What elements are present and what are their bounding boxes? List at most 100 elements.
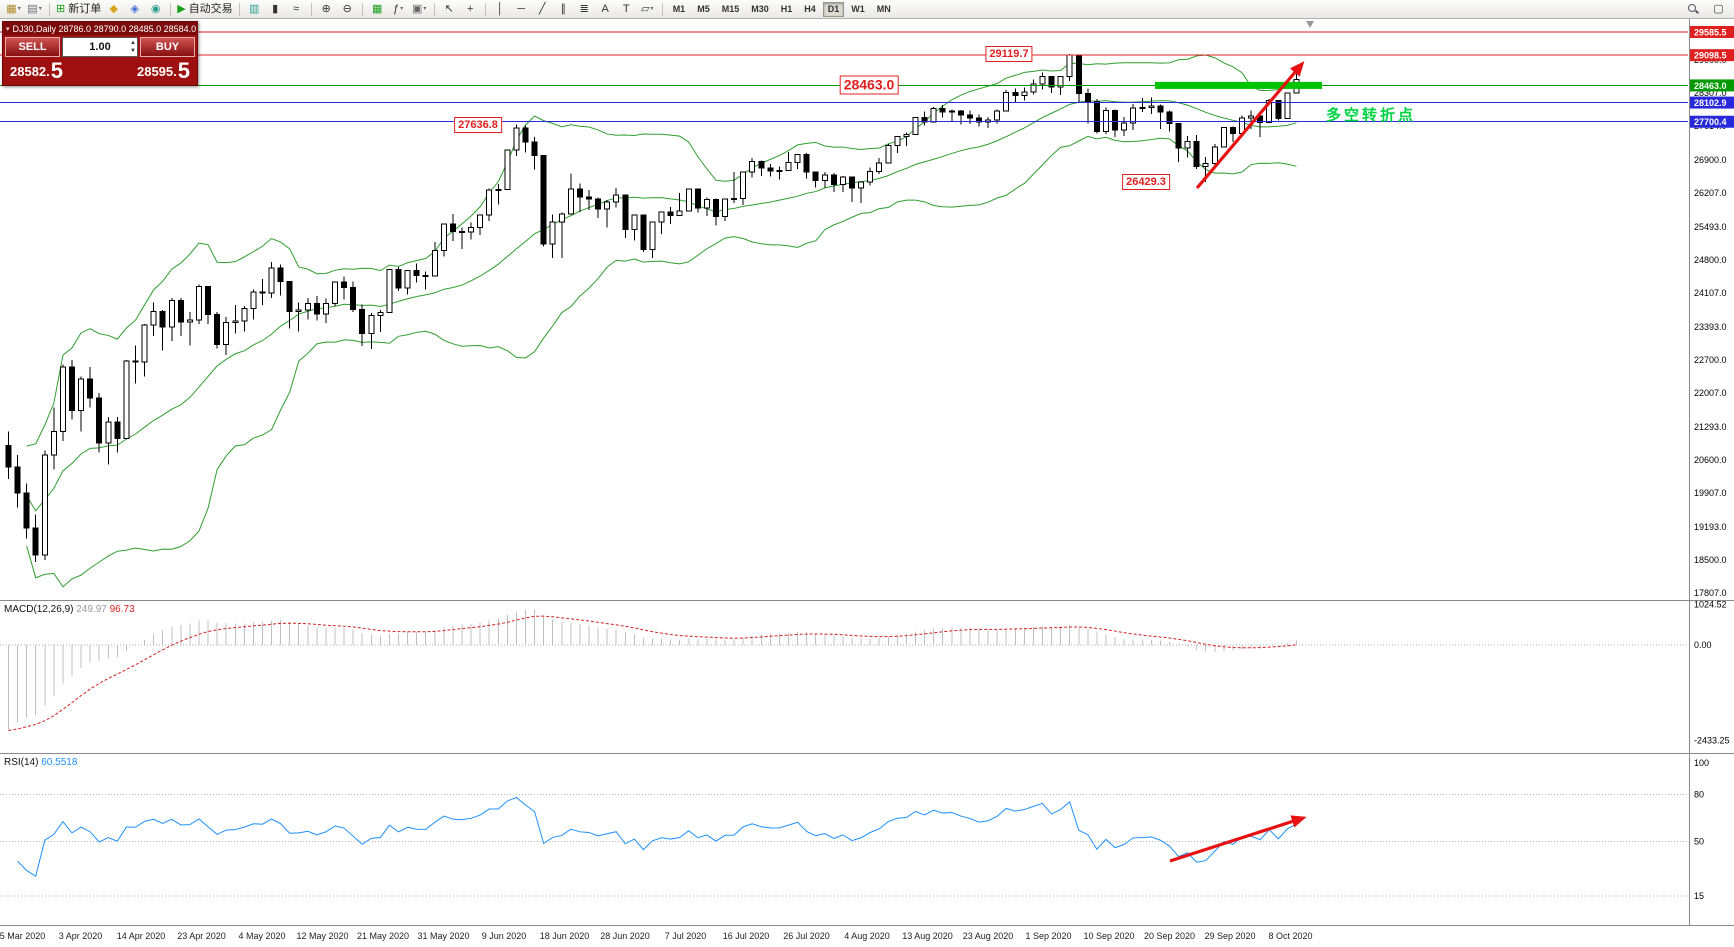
auto-trading-button[interactable]: ▶ 自动交易 (175, 0, 234, 18)
line-chart-mode-button[interactable]: ≈ (286, 0, 307, 18)
bollinger-upper-band (26, 54, 1297, 447)
chevron-down-icon: ▾ (17, 6, 21, 12)
fibonacci-icon: ≣ (579, 3, 589, 15)
trendline-button[interactable]: ╱ (532, 0, 553, 18)
new-order-button[interactable]: ⊞ 新订单 (54, 0, 103, 18)
horizontal-line-button[interactable]: ─ (511, 0, 532, 18)
macd-signal-line (8, 615, 1297, 732)
templates-button[interactable]: ▣ ▾ (409, 0, 430, 18)
date-tick-label: 9 Jun 2020 (482, 931, 527, 941)
zoom-in-button[interactable]: ⊕ (316, 0, 337, 18)
zoom-out-button[interactable]: ⊖ (337, 0, 358, 18)
time-axis[interactable]: 25 Mar 2020 3 Apr 2020 14 Apr 2020 23 Apr 2… (0, 931, 1313, 941)
channel-button[interactable]: ∥ (553, 0, 574, 18)
price-tick-label: 24800.0 (1694, 255, 1727, 265)
timeframe-mn-button[interactable]: MN (872, 2, 896, 17)
timeframe-m15-button[interactable]: M15 (717, 2, 745, 17)
chart-note-text[interactable]: 多空转折点 (1326, 107, 1417, 124)
timeframe-m5-button[interactable]: M5 (692, 2, 715, 17)
bar-chart-mode-icon: ▥ (248, 3, 260, 15)
rsi-trend-arrow[interactable] (1169, 815, 1307, 863)
price-axis[interactable]: 29000.028307.027614.026900.026207.025493… (1690, 25, 1734, 901)
price-chart-canvas[interactable]: 29000.028307.027614.026900.026207.025493… (0, 19, 1734, 947)
timeframe-h1-button[interactable]: H1 (776, 2, 798, 17)
indicators-button[interactable]: ƒ ▾ (388, 0, 409, 18)
candlesticks (5, 54, 1300, 563)
panel-separators[interactable] (0, 19, 1734, 926)
auto-trading-icon: ▶ (177, 3, 186, 15)
date-tick-label: 1 Sep 2020 (1025, 931, 1071, 941)
timeframe-w1-button[interactable]: W1 (846, 2, 870, 17)
text-tool-icon: A (601, 3, 609, 15)
navigator-button[interactable]: ◉ (145, 0, 166, 18)
chart-profiles-button[interactable]: ▤ ▾ (24, 0, 45, 18)
date-tick-label: 14 Apr 2020 (117, 931, 166, 941)
price-tag-label: 27700.4 (1694, 117, 1727, 127)
price-annotation-box[interactable]: 28463.0 (839, 75, 899, 95)
bar-chart-mode-button[interactable]: ▥ (244, 0, 265, 18)
buy-price: 28595. 5 (136, 58, 190, 83)
resistance-highlight-bar[interactable] (1155, 81, 1322, 89)
price-annotation-box[interactable]: 27636.8 (454, 116, 502, 133)
toolbar: ▦ ▾ ▤ ▾ ⊞ 新订单 ◆ ◈ ◉ ▶ 自动交易 ▥ ▮ ≈ ⊕ ⊖ ▦ ƒ ▾ ▣ ▾ ↖ + │ ─ ╱ ∥ ≣ A T ▱ ▾ M1 M… (0, 0, 1734, 19)
data-window-button[interactable]: ◈ (124, 0, 145, 18)
search-button[interactable] (1683, 0, 1704, 18)
new-chart-button[interactable]: ▦ ▾ (3, 0, 24, 18)
volume-field[interactable]: 1.00 ▲ ▼ (62, 37, 138, 57)
tile-windows-button[interactable]: ▦ (367, 0, 388, 18)
price-tick-label: 22700.0 (1694, 355, 1727, 365)
bollinger-bands (26, 54, 1297, 588)
candlestick-mode-button[interactable]: ▮ (265, 0, 286, 18)
price-annotation-box[interactable]: 26429.3 (1122, 174, 1170, 191)
chevron-down-icon: ▾ (38, 6, 42, 12)
sell-button[interactable]: SELL (5, 37, 60, 57)
date-tick-label: 18 Jun 2020 (540, 931, 590, 941)
fibonacci-button[interactable]: ≣ (574, 0, 595, 18)
vertical-line-icon: │ (496, 3, 504, 15)
rsi-axis-label: 100 (1694, 758, 1709, 768)
timeframe-m30-button[interactable]: M30 (746, 2, 774, 17)
date-tick-label: 26 Jul 2020 (783, 931, 830, 941)
rsi-name: RSI(14) (4, 757, 39, 768)
toolbar-separator (484, 2, 486, 16)
chart-window: 29000.028307.027614.026900.026207.025493… (0, 19, 1734, 947)
volume-value[interactable]: 1.00 (89, 41, 111, 53)
new-order-label: 新订单 (68, 3, 102, 15)
chart-shift-marker[interactable] (1306, 21, 1314, 28)
spinner-down-icon[interactable]: ▼ (130, 48, 136, 54)
main-trend-arrow[interactable] (1195, 61, 1305, 190)
price-tick-label: 20600.0 (1694, 455, 1727, 465)
toolbar-separator (361, 2, 363, 16)
market-watch-button[interactable]: ◆ (103, 0, 124, 18)
toolbar-separator (661, 2, 663, 16)
date-tick-label: 8 Oct 2020 (1268, 931, 1312, 941)
arrange-windows-button[interactable]: ▢ (1708, 0, 1729, 18)
date-tick-label: 20 Sep 2020 (1144, 931, 1195, 941)
date-tick-label: 12 May 2020 (296, 931, 348, 941)
cursor-button[interactable]: ↖ (439, 0, 460, 18)
volume-spinner[interactable]: ▲ ▼ (130, 39, 136, 55)
label-tool-button[interactable]: T (616, 0, 637, 18)
price-annotation-box[interactable]: 29119.7 (985, 46, 1033, 63)
macd-axis-label: -2433.25 (1694, 736, 1730, 746)
spinner-up-icon[interactable]: ▲ (130, 40, 136, 46)
timeframe-h4-button[interactable]: H4 (799, 2, 821, 17)
timeframe-d1-button[interactable]: D1 (822, 1, 845, 17)
channel-icon: ∥ (560, 3, 566, 15)
crosshair-button[interactable]: + (460, 0, 481, 18)
timeframe-m1-button[interactable]: M1 (668, 2, 691, 17)
vertical-line-button[interactable]: │ (490, 0, 511, 18)
shapes-button[interactable]: ▱ ▾ (637, 0, 658, 18)
date-tick-label: 21 May 2020 (357, 931, 409, 941)
rsi-axis-label: 80 (1694, 789, 1704, 799)
text-tool-button[interactable]: A (595, 0, 616, 18)
price-tick-label: 18500.0 (1694, 555, 1727, 565)
price-tick-label: 26207.0 (1694, 188, 1727, 198)
rsi-axis-label: 50 (1694, 836, 1704, 846)
macd-panel (0, 609, 1688, 732)
buy-button[interactable]: BUY (140, 37, 195, 57)
price-tick-label: 28307.0 (1694, 88, 1727, 98)
collapse-icon[interactable]: ▾ (6, 25, 10, 33)
toolbar-separator (433, 2, 435, 16)
